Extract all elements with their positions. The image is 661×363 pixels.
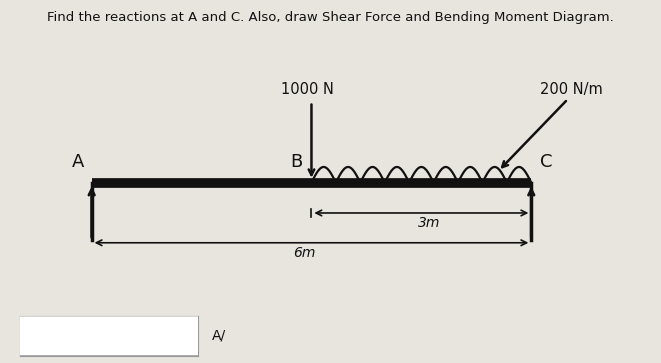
Text: Find the reactions at A and C. Also, draw Shear Force and Bending Moment Diagram: Find the reactions at A and C. Also, dra… — [47, 11, 614, 24]
Text: C: C — [540, 153, 553, 171]
Text: B: B — [290, 153, 303, 171]
Text: 3m: 3m — [418, 216, 440, 230]
FancyBboxPatch shape — [13, 316, 206, 356]
Text: 1000 N: 1000 N — [282, 82, 334, 97]
Text: 6m: 6m — [293, 246, 315, 260]
Text: A: A — [72, 153, 85, 171]
Text: A/: A/ — [212, 329, 225, 343]
Text: 200 N/m: 200 N/m — [540, 82, 603, 97]
